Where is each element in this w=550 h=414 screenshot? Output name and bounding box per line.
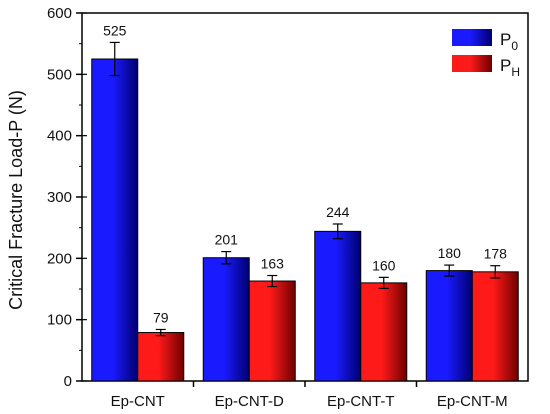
y-tick-label: 400	[47, 128, 72, 145]
x-tick-label: Ep-CNT-D	[215, 393, 284, 410]
x-tick-label: Ep-CNT-T	[327, 393, 395, 410]
bar-ph-ep-cnt-m	[471, 271, 519, 382]
bar-value-label: 178	[484, 246, 508, 262]
bar-value-label: 525	[103, 22, 127, 38]
y-tick-label: 0	[64, 373, 72, 390]
bar-p0-ep-cnt	[91, 58, 139, 382]
bar-ph-ep-cnt-d	[248, 280, 296, 382]
bar-p0-ep-cnt-t	[314, 230, 362, 382]
bar-value-label: 79	[153, 309, 169, 325]
bar-ph-ep-cnt-t	[360, 282, 408, 382]
legend-label-ph: PH	[500, 56, 520, 79]
bar-value-label: 160	[372, 257, 396, 273]
y-tick-label: 600	[47, 5, 72, 22]
bar-ph-ep-cnt	[137, 332, 185, 382]
x-tick-label: Ep-CNT-M	[437, 393, 508, 410]
bar-value-label: 163	[261, 256, 285, 272]
y-tick-label: 300	[47, 189, 72, 206]
x-tick-label: Ep-CNT	[111, 393, 165, 410]
legend-label-p0: P0	[500, 30, 518, 53]
bar-value-label: 244	[326, 204, 350, 220]
legend-swatch-p0	[452, 29, 492, 46]
bar-p0-ep-cnt-m	[425, 270, 473, 382]
y-tick-label: 200	[47, 250, 72, 267]
y-axis-title: Critical Fracture Load-P (N)	[6, 90, 26, 310]
plot-area: 0 100 200 300 400 500 600 Ep-CNT 525 79 Ep-CNT-D 20…	[47, 5, 529, 410]
legend-swatch-ph	[452, 55, 492, 72]
legend: P0 PH	[452, 29, 520, 79]
bar-p0-ep-cnt-d	[202, 257, 250, 382]
y-tick-label: 100	[47, 312, 72, 329]
y-tick-label: 500	[47, 66, 72, 83]
bar-value-label: 180	[438, 245, 462, 261]
bar-value-label: 201	[215, 232, 239, 248]
